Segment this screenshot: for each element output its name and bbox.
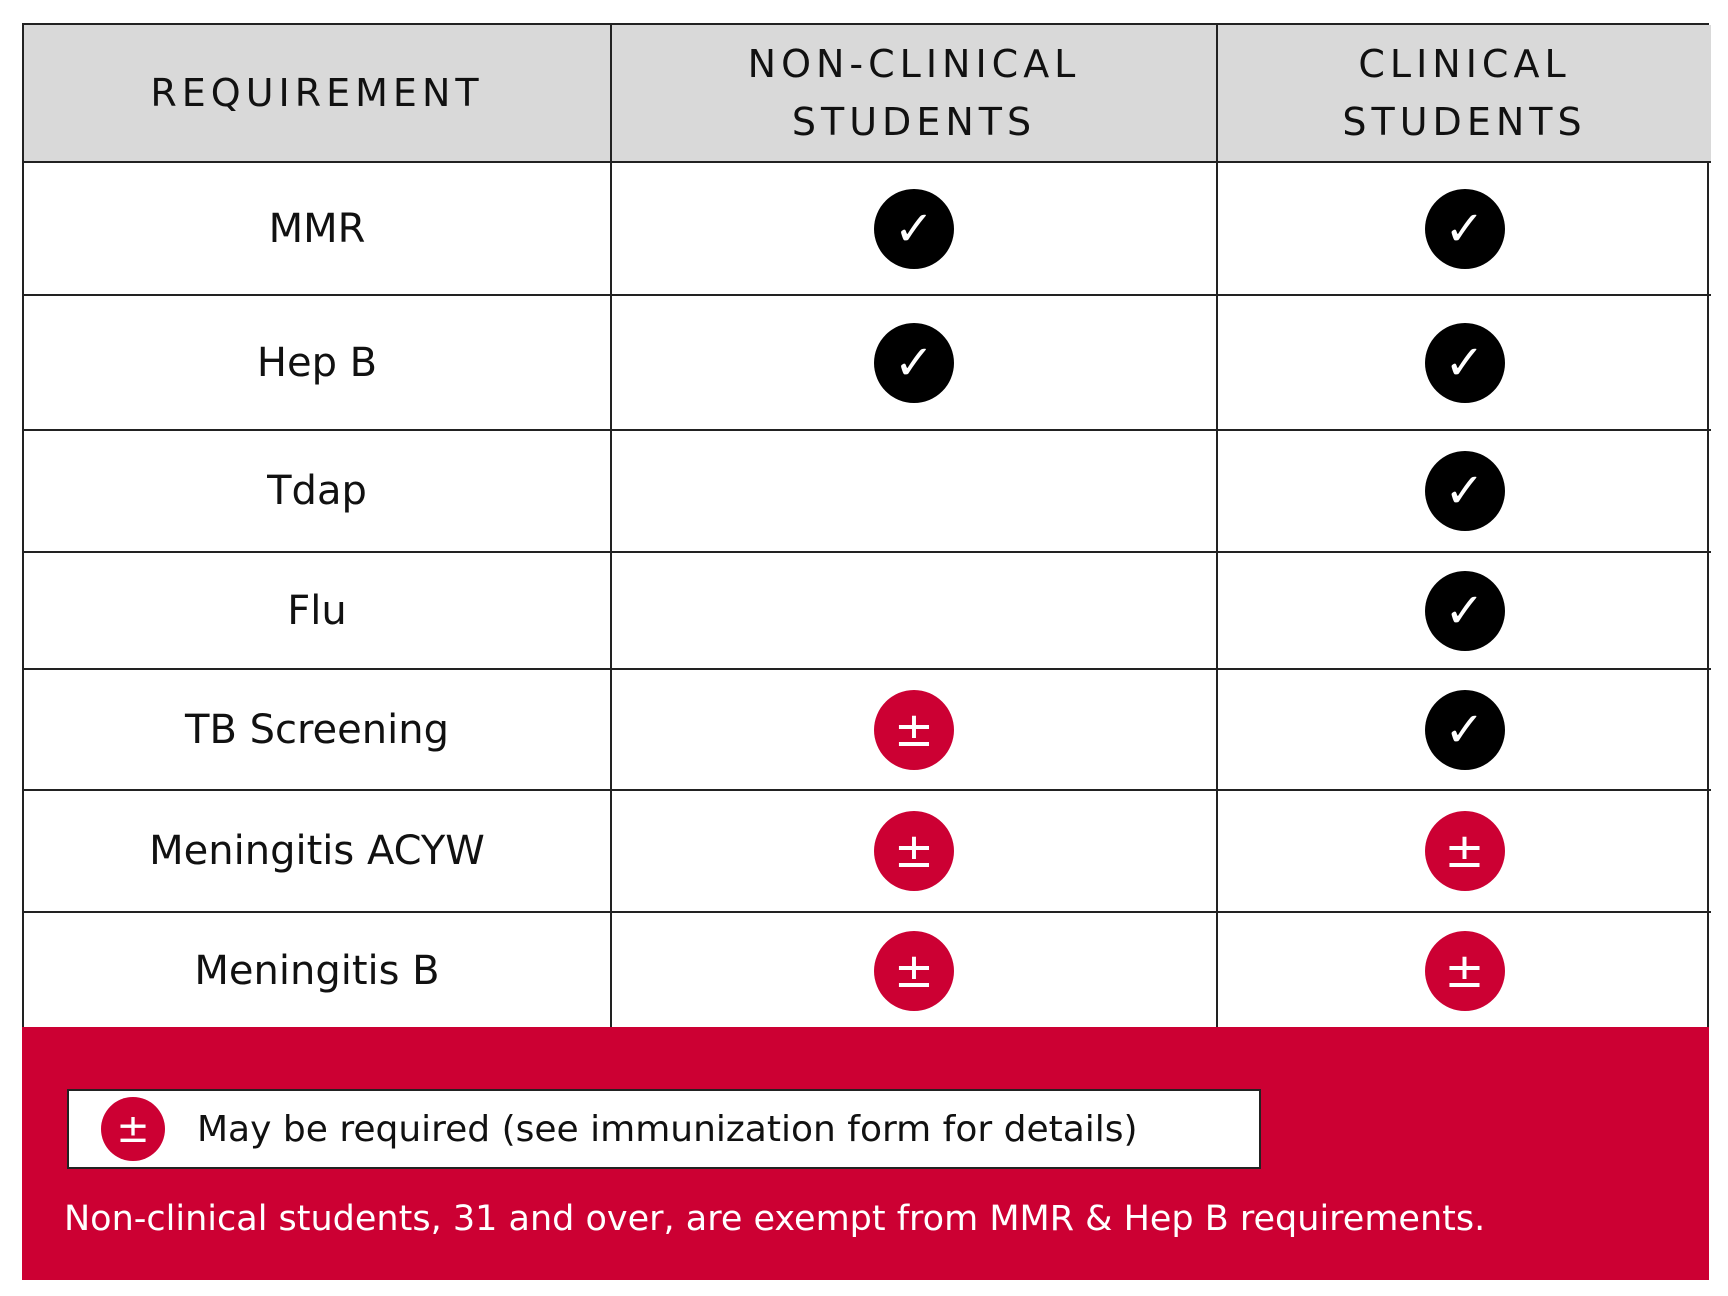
status-icon: ± [874, 811, 954, 891]
row-label: Flu [24, 553, 612, 670]
row-label: Meningitis ACYW [24, 791, 612, 913]
status-cell: ± [612, 913, 1218, 1029]
status-cell: ✓ [612, 296, 1218, 431]
footer-panel: ± May be required (see immunization form… [22, 1027, 1709, 1280]
status-icon: ✓ [1424, 689, 1505, 770]
status-icon: ✓ [874, 322, 954, 403]
legend-icon: ± [101, 1097, 165, 1161]
status-cell: ✓ [1218, 431, 1711, 553]
status-icon: ✓ [1424, 570, 1505, 651]
requirements-table: REQUIREMENT NON-CLINICAL STUDENTS CLINICAL… [22, 23, 1711, 1031]
status-icon: ± [1424, 811, 1505, 891]
status-icon: ± [874, 931, 954, 1011]
status-cell: ✓ [1218, 553, 1711, 670]
row-label: Hep B [24, 296, 612, 431]
status-cell [612, 431, 1218, 553]
row-label: Tdap [24, 431, 612, 553]
status-cell: ± [612, 791, 1218, 913]
header-cell: NON-CLINICAL STUDENTS [612, 25, 1218, 163]
header-cell: CLINICAL STUDENTS [1218, 25, 1711, 163]
status-cell: ± [1218, 791, 1711, 913]
status-cell: ± [612, 670, 1218, 791]
status-icon: ✓ [874, 188, 954, 269]
status-cell [612, 553, 1218, 670]
status-icon: ✓ [1424, 451, 1505, 531]
status-cell: ✓ [612, 163, 1218, 296]
status-icon: ± [1424, 931, 1505, 1011]
status-cell: ✓ [1218, 163, 1711, 296]
status-icon: ± [874, 689, 954, 770]
header-cell: REQUIREMENT [24, 25, 612, 163]
row-label: TB Screening [24, 670, 612, 791]
status-icon: ✓ [1424, 322, 1505, 403]
status-cell: ± [1218, 913, 1711, 1029]
status-cell: ✓ [1218, 670, 1711, 791]
legend: ± May be required (see immunization form… [67, 1089, 1261, 1169]
status-cell: ✓ [1218, 296, 1711, 431]
footnote: Non-clinical students, 31 and over, are … [64, 1199, 1486, 1239]
legend-text: May be required (see immunization form f… [197, 1108, 1138, 1150]
row-label: Meningitis B [24, 913, 612, 1029]
row-label: MMR [24, 163, 612, 296]
status-icon: ✓ [1424, 188, 1505, 269]
